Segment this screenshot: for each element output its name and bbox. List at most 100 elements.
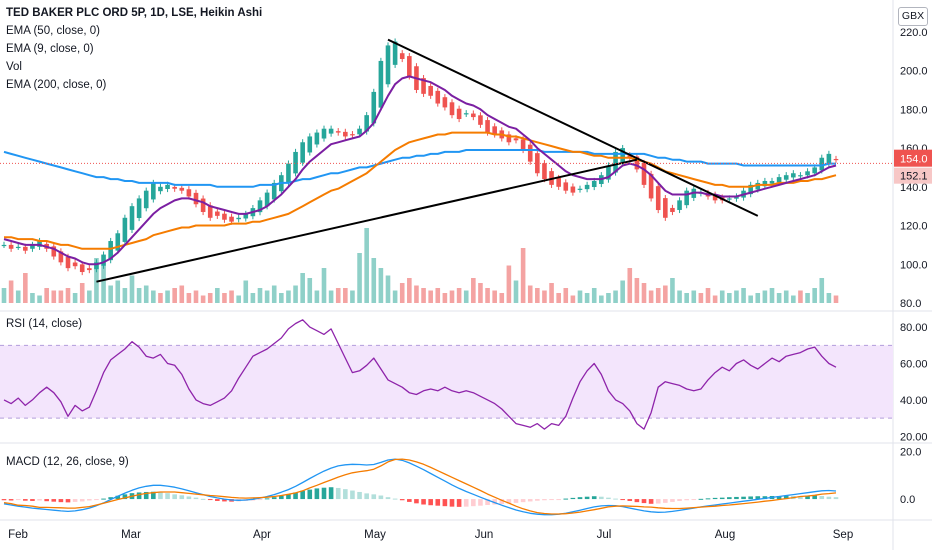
volume-bar	[264, 290, 270, 303]
volume-bar	[293, 285, 298, 303]
candle-body	[343, 131, 348, 137]
legend-ema50[interactable]: EMA (50, close, 0)	[6, 25, 100, 37]
macd-histogram-bar	[776, 495, 782, 500]
macd-histogram-bar	[186, 496, 192, 500]
volume-bar	[748, 295, 753, 303]
macd-histogram-bar	[648, 499, 654, 504]
volume-bar	[805, 293, 810, 303]
volume-bar	[371, 258, 377, 303]
volume-bar	[30, 293, 35, 303]
macd-pane-label[interactable]: MACD (12, 26, close, 9)	[6, 456, 129, 468]
candle-body	[833, 158, 839, 161]
candle-body	[421, 78, 426, 94]
candle-body	[264, 192, 270, 207]
macd-histogram-bar	[8, 499, 14, 501]
price-tick-label: 120.0	[900, 221, 928, 233]
candle-body	[734, 196, 739, 199]
volume-bar	[58, 290, 64, 303]
candle-body	[143, 190, 149, 209]
volume-bar	[648, 290, 654, 303]
volume-bar	[158, 293, 163, 303]
macd-histogram-bar	[513, 499, 519, 503]
time-axis-label: Mar	[121, 529, 141, 541]
macd-histogram-bar	[94, 499, 99, 501]
candle-body	[805, 171, 810, 176]
volume-bar	[136, 288, 142, 303]
macd-histogram-bar	[798, 496, 803, 500]
volume-bar	[215, 288, 220, 303]
legend-ema9[interactable]: EMA (9, close, 0)	[6, 43, 94, 55]
candle-body	[684, 190, 689, 206]
candle-body	[485, 120, 490, 133]
candle-body	[378, 60, 384, 108]
volume-bar	[819, 278, 825, 303]
volume-bar	[8, 280, 14, 303]
volume-bar	[222, 293, 227, 303]
volume-bar	[236, 295, 241, 303]
volume-bar	[613, 290, 618, 303]
chart-title[interactable]: TED BAKER PLC ORD 5P, 1D, LSE, Heikin As…	[6, 7, 263, 19]
rsi-pane-label[interactable]: RSI (14, close)	[6, 318, 83, 330]
candle-body	[236, 217, 241, 220]
candle-body	[350, 134, 355, 136]
volume-bar	[414, 285, 419, 303]
volume-bar	[122, 288, 128, 303]
macd-histogram-bar	[421, 499, 426, 505]
macd-histogram-bar	[378, 495, 384, 500]
indicator-legend: TED BAKER PLC ORD 5P, 1D, LSE, Heikin As…	[6, 4, 262, 94]
macd-tick-label: 20.0	[900, 447, 921, 459]
macd-histogram-bar	[520, 499, 526, 503]
volume-bar	[549, 283, 554, 303]
volume-bar	[705, 288, 711, 303]
candle-body	[65, 256, 71, 269]
time-axis-label: Apr	[253, 529, 271, 541]
volume-bar	[634, 278, 640, 303]
macd-histogram-bar	[705, 498, 711, 500]
candle-body	[179, 187, 185, 191]
volume-bar	[23, 273, 28, 303]
candle-body	[456, 108, 462, 120]
macd-histogram-bar	[577, 497, 583, 500]
volume-bar	[577, 290, 583, 303]
candle-body	[229, 216, 234, 222]
volume-bar	[442, 293, 448, 303]
candle-body	[79, 264, 85, 273]
candle-body	[314, 132, 320, 145]
macd-histogram-bar	[627, 499, 633, 501]
candle-body	[677, 200, 682, 210]
volume-bar	[641, 283, 647, 303]
candle-body	[527, 144, 533, 162]
volume-bar	[343, 288, 348, 303]
legend-vol[interactable]: Vol	[6, 61, 22, 73]
volume-bar	[599, 295, 604, 303]
candle-body	[371, 91, 377, 124]
volume-bar	[620, 280, 625, 303]
last-price-label: 154.0	[900, 154, 928, 166]
volume-bar	[456, 288, 462, 303]
volume-bar	[286, 290, 291, 303]
currency-button[interactable]: GBX	[898, 7, 928, 26]
rsi-tick-label: 80.00	[900, 322, 928, 334]
macd-histogram-bar	[819, 495, 825, 500]
volume-bar	[542, 290, 547, 303]
candle-body	[812, 167, 817, 174]
volume-bar	[755, 293, 761, 303]
macd-histogram-bar	[65, 499, 71, 503]
volume-bar	[129, 275, 135, 303]
macd-histogram-bar	[286, 494, 291, 500]
candle-body	[51, 246, 57, 257]
volume-bar	[37, 295, 42, 303]
volume-bar	[279, 293, 284, 303]
legend-ema200[interactable]: EMA (200, close, 0)	[6, 79, 107, 91]
candle-body	[620, 148, 625, 163]
macd-histogram-bar	[499, 499, 505, 505]
volume-bar	[350, 290, 355, 303]
candle-body	[15, 246, 21, 249]
volume-bar	[72, 293, 78, 303]
price-tick-label: 220.0	[900, 27, 928, 39]
volume-bar	[663, 285, 668, 303]
candle-body	[399, 53, 405, 59]
volume-bar	[335, 288, 341, 303]
